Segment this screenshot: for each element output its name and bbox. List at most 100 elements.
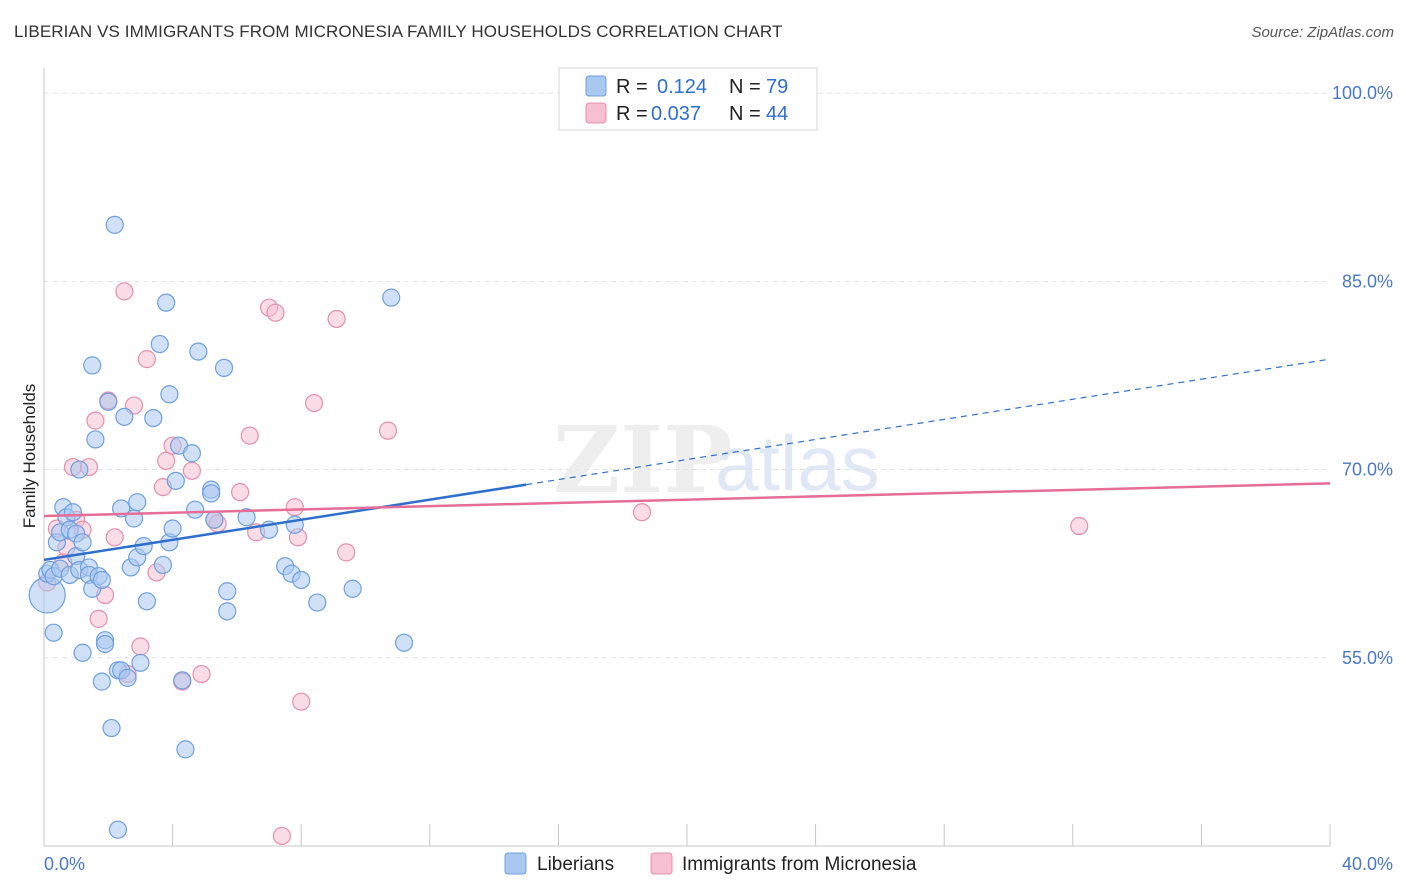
liberian-point — [343, 579, 362, 598]
legend-r-value-2: 0.037 — [651, 103, 701, 125]
source-credit: Source: ZipAtlas.com — [1251, 24, 1394, 41]
series-label-liberians: Liberians — [537, 854, 614, 875]
chart-title: LIBERIAN VS IMMIGRANTS FROM MICRONESIA F… — [14, 22, 783, 41]
micronesia-trend-line — [43, 482, 1331, 518]
y-axis-label: Family Households — [20, 384, 39, 529]
liberian-point — [214, 358, 234, 378]
micronesia-point — [1070, 516, 1089, 536]
legend-swatch-pink — [585, 102, 607, 124]
watermark-atlas: atlas — [715, 419, 880, 507]
legend-n-value-2: 44 — [766, 103, 788, 125]
liberian-point — [160, 385, 179, 404]
liberian-point — [186, 500, 205, 519]
liberian-point — [128, 493, 147, 512]
x-axis-ticks — [43, 824, 1331, 846]
liberian-point — [95, 634, 115, 654]
legend-n-label-1: N = — [729, 76, 766, 98]
liberian-point — [382, 288, 401, 307]
micronesia-point — [266, 303, 285, 322]
watermark-zip: ZIP — [553, 406, 732, 514]
liberian-point — [218, 602, 237, 621]
liberian-point — [163, 519, 182, 538]
liberian-point — [218, 582, 237, 601]
series-swatch-liberians — [504, 852, 527, 875]
y-tick-label: 70.0% — [1342, 460, 1393, 480]
liberian-point — [292, 570, 311, 590]
liberian-point — [166, 471, 185, 490]
liberian-point — [118, 668, 137, 687]
micronesia-point — [192, 664, 211, 684]
legend-r-label-1: R = — [616, 76, 653, 98]
liberian-point — [237, 508, 256, 527]
micronesia-point — [89, 609, 108, 628]
liberian-point — [202, 484, 221, 503]
micronesia-point — [632, 503, 652, 522]
liberian-point — [131, 653, 150, 672]
micronesia-point — [182, 461, 201, 480]
liberian-point — [44, 623, 63, 642]
liberian-point — [153, 555, 173, 575]
micronesia-point — [115, 282, 134, 301]
liberian-point — [189, 342, 208, 361]
series-swatch-micronesia — [650, 852, 673, 875]
x-tick-label-min: 0.0% — [44, 854, 85, 874]
legend-swatch-blue — [585, 75, 607, 97]
micronesia-point — [240, 426, 259, 445]
liberian-point — [308, 593, 327, 612]
liberian-point — [157, 293, 176, 312]
micronesia-point — [105, 528, 124, 547]
liberian-point — [150, 334, 169, 354]
liberian-point — [144, 409, 163, 428]
liberian-point — [394, 633, 414, 652]
liberian-point — [99, 392, 118, 411]
liberian-point — [102, 718, 121, 738]
liberian-point — [182, 444, 201, 463]
micronesia-point — [327, 309, 346, 329]
liberian-trend-extension — [526, 358, 1331, 486]
micronesia-point — [131, 637, 150, 656]
micronesia-point — [378, 421, 398, 440]
legend-r-label-2: R = — [616, 103, 653, 125]
liberian-point — [63, 503, 83, 522]
data-points — [28, 215, 1089, 846]
legend-n-value-1: 79 — [766, 76, 788, 98]
micronesia-point — [304, 393, 324, 413]
y-tick-label: 100.0% — [1332, 83, 1393, 103]
liberian-point — [73, 643, 92, 662]
micronesia-point — [272, 826, 292, 846]
micronesia-point — [137, 350, 156, 369]
liberian-point — [92, 672, 111, 691]
liberian-point — [137, 592, 156, 611]
series-label-micronesia: Immigrants from Micronesia — [682, 854, 917, 875]
liberian-point — [105, 215, 124, 234]
liberian-point — [108, 820, 128, 839]
micronesia-point — [285, 498, 304, 517]
y-tick-label: 55.0% — [1342, 648, 1393, 668]
grid — [44, 92, 1330, 659]
liberian-point — [83, 356, 102, 375]
trend-lines — [43, 358, 1331, 562]
liberian-point — [70, 460, 89, 479]
liberian-trend-line — [43, 483, 527, 562]
y-tick-label: 85.0% — [1342, 271, 1393, 291]
liberian-point — [73, 533, 92, 552]
liberian-point — [205, 510, 224, 529]
series-legend: Liberians Immigrants from Micronesia — [504, 852, 917, 875]
y-tick-labels: 55.0% 70.0% 85.0% 100.0% — [1332, 83, 1393, 668]
liberian-point — [86, 430, 105, 449]
liberian-point — [115, 407, 134, 426]
x-tick-label-max: 40.0% — [1342, 854, 1393, 874]
liberian-point — [92, 570, 111, 590]
liberian-point — [173, 671, 192, 690]
micronesia-point — [292, 692, 311, 711]
legend-row-micronesia: R = 0.037 N = 44 — [616, 103, 788, 125]
legend-n-label-2: N = — [729, 103, 766, 125]
micronesia-point — [231, 483, 250, 502]
micronesia-point — [337, 543, 356, 562]
legend-r-value-1: 0.124 — [657, 76, 707, 98]
liberian-point — [176, 740, 195, 759]
micronesia-point — [86, 411, 105, 430]
stats-legend: R = 0.124 N = 79 R = 0.037 N = 44 — [558, 67, 818, 131]
micronesia-point — [157, 451, 176, 470]
